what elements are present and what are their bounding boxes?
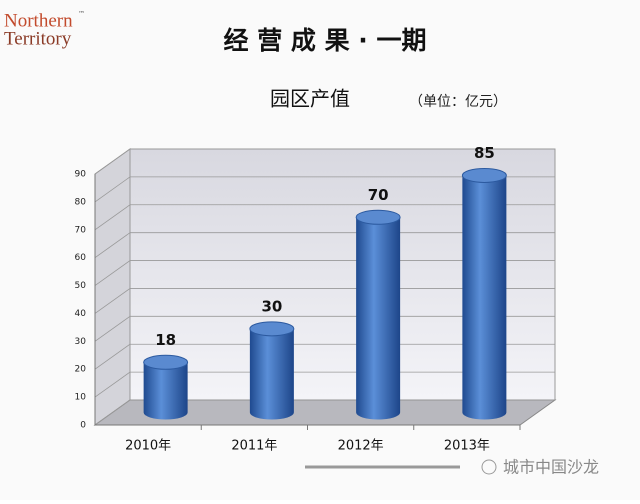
bar-top	[143, 354, 189, 370]
grid-line	[94, 176, 131, 203]
grid-line	[94, 148, 131, 175]
grid-line	[94, 371, 131, 398]
bar	[249, 328, 294, 420]
y-tick-label: 40	[75, 309, 87, 319]
logo-mark: ™	[78, 10, 85, 18]
bar	[462, 175, 507, 420]
data-label: 18	[155, 331, 176, 349]
data-label: 70	[368, 186, 389, 204]
bar-top	[461, 167, 507, 183]
y-tick-label: 70	[75, 225, 87, 235]
grid-line	[94, 260, 131, 286]
chart-subtitle: （单位：亿元）	[409, 94, 507, 110]
bar-top	[249, 321, 295, 337]
grid-line	[94, 343, 131, 370]
bar	[356, 217, 401, 420]
x-tick-label: 2012年	[338, 439, 384, 454]
y-tick-label: 90	[75, 170, 87, 180]
y-tick-label: 0	[80, 421, 86, 431]
grid-line	[94, 204, 131, 231]
y-tick-label: 10	[75, 393, 87, 403]
y-tick-label: 30	[75, 337, 87, 347]
logo-line2: Territory	[4, 28, 72, 49]
grid-line	[94, 288, 131, 314]
side-wall	[94, 148, 131, 426]
x-tick-label: 2013年	[444, 439, 490, 454]
grid-line	[94, 316, 131, 342]
logo-line1: Northern	[4, 10, 73, 31]
x-tick-label: 2011年	[231, 439, 277, 454]
data-label: 30	[261, 297, 282, 315]
bar	[143, 362, 188, 420]
grid-line	[94, 399, 131, 426]
data-label: 85	[474, 144, 495, 162]
y-tick-label: 50	[75, 281, 87, 291]
slide-title: 经 营 成 果 · 一期	[223, 26, 426, 55]
wechat-icon	[481, 459, 497, 475]
x-tick-label: 2010年	[125, 439, 171, 454]
y-tick-label: 80	[75, 197, 87, 207]
chart-title: 园区产值	[270, 87, 350, 111]
bar-top	[355, 209, 401, 225]
y-tick-label: 20	[75, 365, 87, 375]
grid-line	[94, 232, 131, 258]
y-tick-label: 60	[75, 253, 87, 263]
watermark: 城市中国沙龙	[503, 458, 599, 477]
